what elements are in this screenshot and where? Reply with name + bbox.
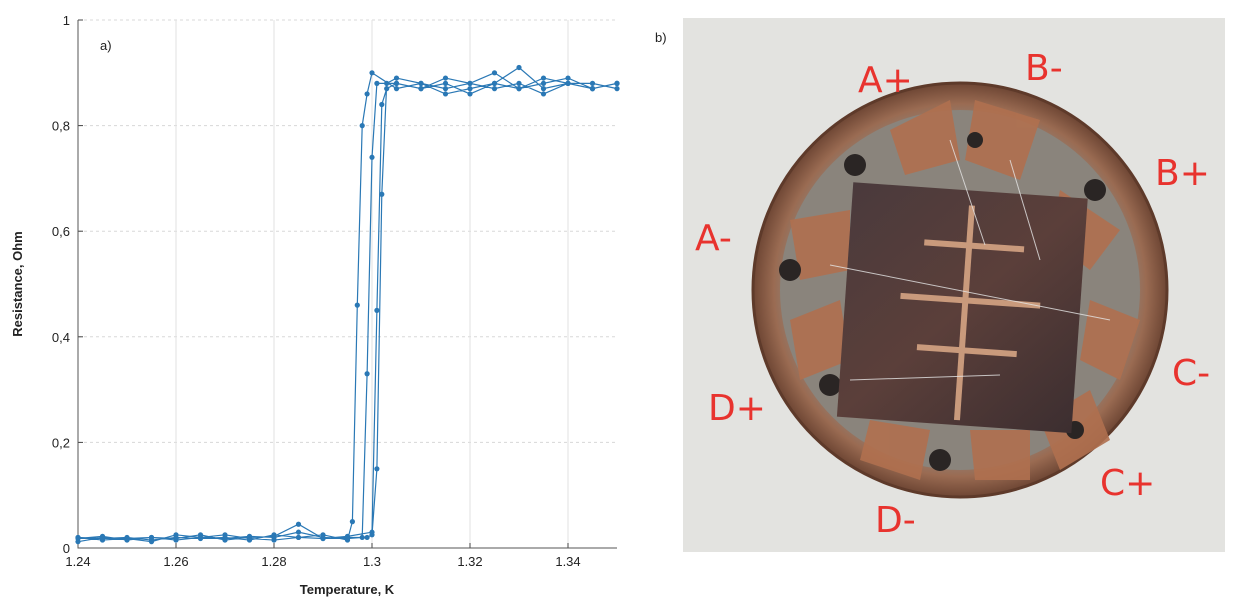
data-point bbox=[271, 532, 277, 538]
y-tick-label: 0 bbox=[63, 541, 70, 556]
x-tick-label: 1.28 bbox=[261, 554, 286, 569]
data-point bbox=[442, 75, 449, 81]
data-point bbox=[320, 532, 326, 538]
data-point bbox=[148, 537, 155, 543]
data-point bbox=[344, 537, 351, 543]
holes bbox=[779, 132, 1106, 471]
panel-label: a) bbox=[100, 38, 112, 53]
y-axis-title: Resistance, Ohm bbox=[10, 231, 25, 337]
data-point bbox=[442, 91, 449, 97]
data-point bbox=[222, 534, 228, 541]
data-point bbox=[374, 307, 380, 313]
data-point bbox=[418, 80, 424, 86]
data-point bbox=[364, 91, 370, 97]
x-tick-label: 1.32 bbox=[457, 554, 482, 569]
data-point bbox=[99, 535, 106, 542]
panel-label: b) bbox=[655, 30, 667, 45]
x-tick-label: 1.34 bbox=[555, 554, 580, 569]
data-point bbox=[393, 80, 400, 86]
contact-label: C- bbox=[1172, 353, 1210, 394]
data-point bbox=[369, 154, 375, 160]
data-point bbox=[75, 534, 81, 541]
data-point bbox=[295, 521, 302, 527]
contact-label: D+ bbox=[708, 388, 766, 429]
data-point bbox=[369, 70, 375, 76]
x-tick-label: 1.26 bbox=[163, 554, 188, 569]
y-tick-label: 0,6 bbox=[52, 224, 70, 239]
data-point bbox=[295, 529, 302, 535]
x-tick-label: 1.3 bbox=[363, 554, 381, 569]
data-point bbox=[467, 91, 473, 97]
data-point bbox=[379, 191, 385, 197]
data-point bbox=[614, 86, 620, 92]
data-point bbox=[393, 75, 400, 81]
y-tick-label: 0,8 bbox=[52, 119, 70, 134]
data-point bbox=[374, 80, 380, 86]
x-axis-title: Temperature, K bbox=[300, 582, 395, 597]
data-point bbox=[271, 537, 277, 543]
data-point bbox=[369, 529, 375, 535]
data-point bbox=[384, 86, 390, 92]
data-point bbox=[442, 80, 449, 86]
data-point bbox=[491, 70, 498, 76]
data-point bbox=[173, 534, 179, 541]
data-point bbox=[516, 80, 522, 86]
data-point bbox=[491, 86, 498, 92]
data-line bbox=[77, 66, 618, 543]
data-point bbox=[491, 80, 498, 86]
y-tick-label: 0,2 bbox=[52, 435, 70, 450]
contact-label: D- bbox=[875, 500, 916, 541]
data-point bbox=[442, 86, 449, 92]
data-point bbox=[540, 80, 547, 86]
data-point bbox=[295, 534, 302, 541]
data-point bbox=[374, 466, 380, 472]
data-point bbox=[75, 539, 81, 545]
y-tick-label: 0,4 bbox=[52, 330, 70, 345]
data-point bbox=[516, 64, 522, 71]
data-point bbox=[565, 80, 571, 86]
data-point bbox=[565, 75, 571, 81]
data-point bbox=[320, 535, 326, 542]
contact-label: B+ bbox=[1155, 153, 1210, 194]
contact-label: C+ bbox=[1100, 463, 1155, 504]
data-point bbox=[540, 86, 547, 92]
data-point bbox=[246, 537, 253, 543]
data-point bbox=[359, 123, 365, 129]
y-tick-label: 1 bbox=[63, 13, 70, 28]
axis-frame bbox=[77, 20, 617, 549]
data-point bbox=[349, 519, 355, 525]
data-point bbox=[589, 80, 596, 86]
data-point bbox=[354, 302, 360, 308]
data-point bbox=[364, 534, 370, 541]
data-point bbox=[589, 86, 596, 92]
data-point bbox=[384, 80, 390, 86]
data-point bbox=[364, 371, 370, 377]
data-point bbox=[540, 91, 547, 97]
contact-label: B- bbox=[1025, 48, 1063, 89]
data-point bbox=[540, 75, 547, 81]
x-tick-label: 1.24 bbox=[65, 554, 90, 569]
data-point bbox=[614, 80, 620, 86]
data-point bbox=[393, 86, 400, 92]
data-point bbox=[124, 534, 130, 541]
data-point bbox=[467, 80, 473, 86]
data-point bbox=[379, 101, 385, 108]
bond-wires bbox=[829, 139, 1111, 381]
data-point bbox=[467, 86, 473, 92]
sample-chip bbox=[836, 182, 1088, 434]
data-point bbox=[516, 86, 522, 92]
data-point bbox=[359, 534, 365, 541]
contact-label: A+ bbox=[858, 60, 913, 101]
contact-label: A- bbox=[695, 218, 732, 259]
data-point bbox=[197, 535, 204, 542]
data-point bbox=[418, 86, 424, 92]
data-point bbox=[344, 533, 351, 539]
photo-panel: b) A+ B- B+ A- C- D+ C+ D- bbox=[655, 18, 1225, 552]
